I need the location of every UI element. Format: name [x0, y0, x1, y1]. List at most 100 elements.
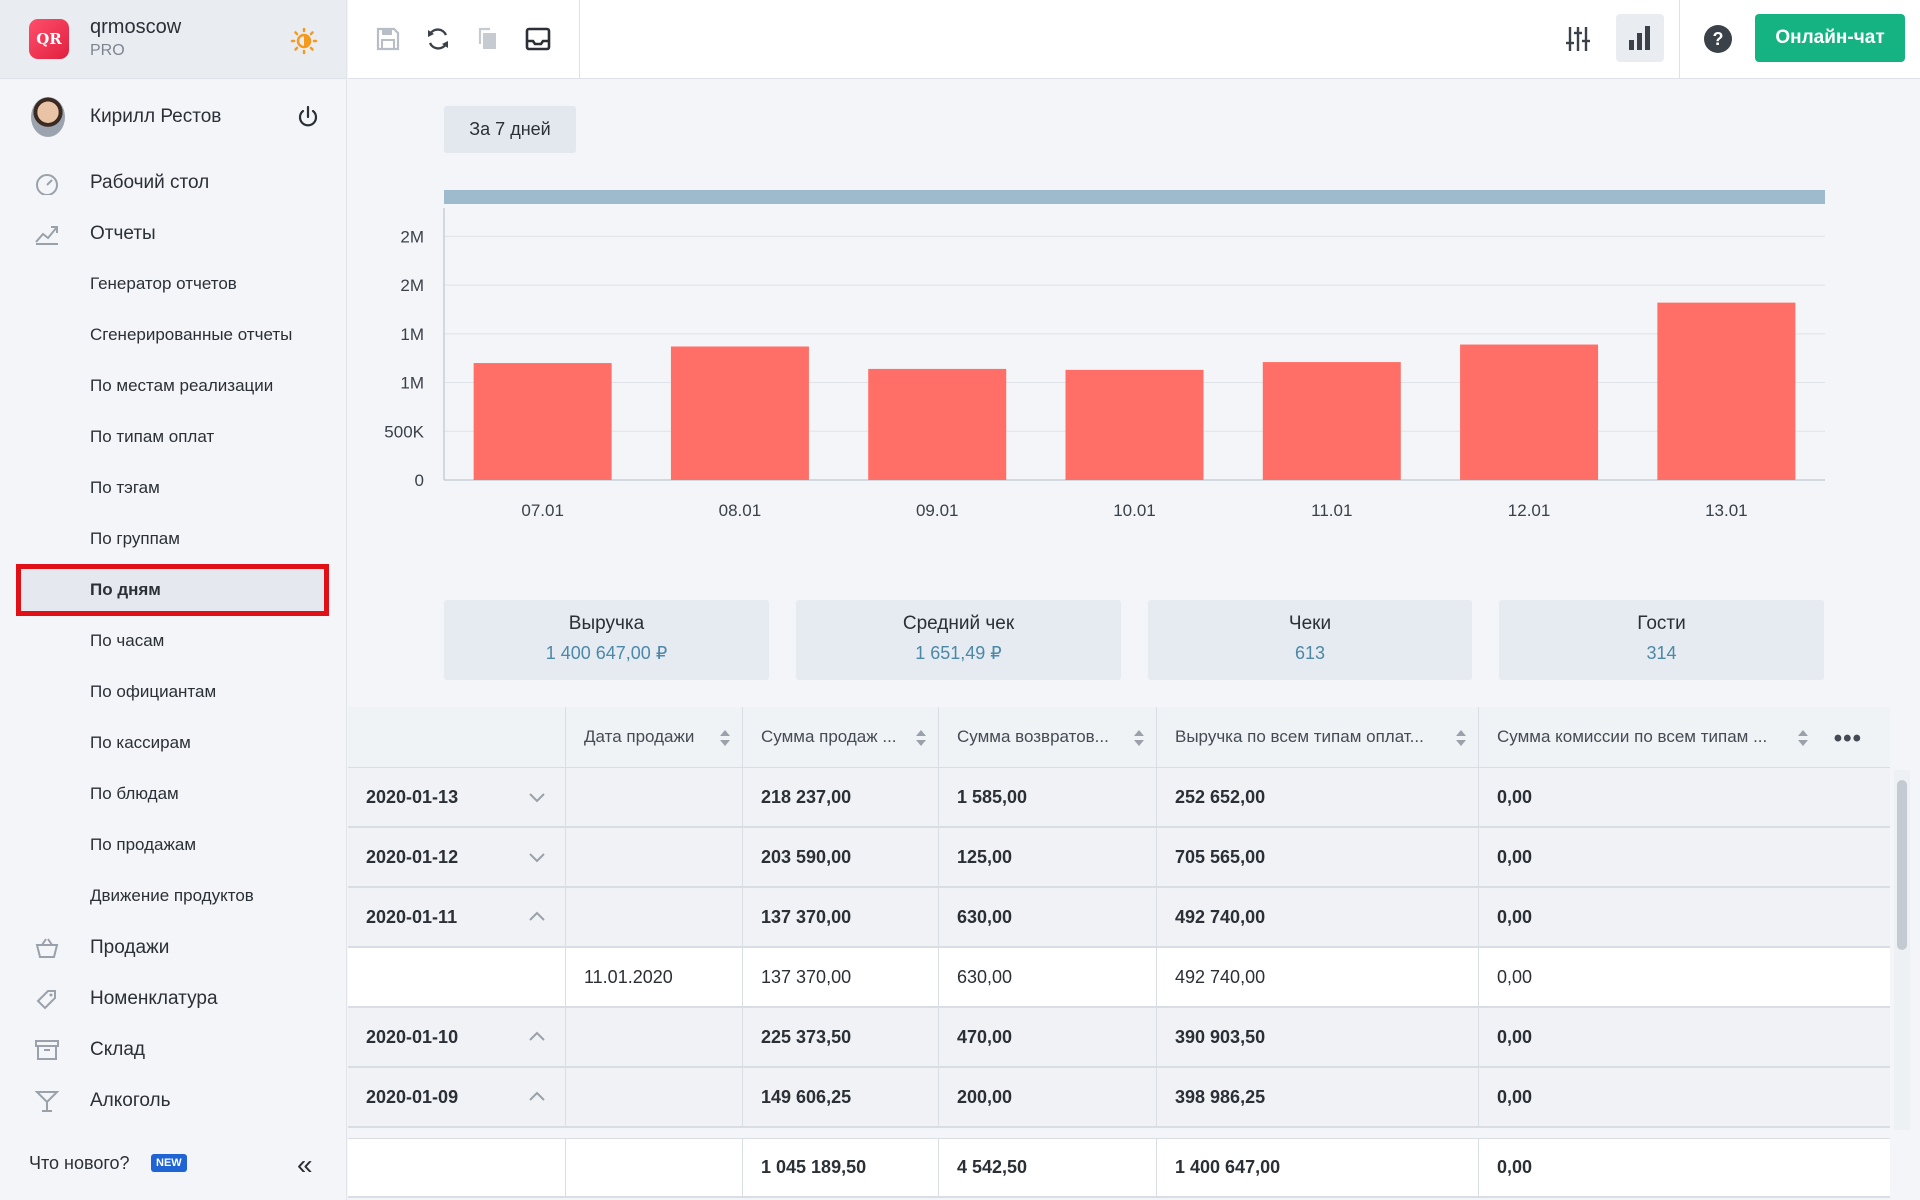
- nav-item-warehouse[interactable]: Склад: [0, 1030, 347, 1070]
- cell-text: 2020-01-10: [366, 1026, 459, 1047]
- help-button[interactable]: ?: [1702, 22, 1734, 56]
- chevron-up-icon[interactable]: [528, 1028, 546, 1046]
- bar-13.01[interactable]: [1657, 302, 1796, 480]
- settings-sliders-button[interactable]: [1562, 22, 1594, 56]
- header-label: Сумма продаж ...: [761, 727, 897, 746]
- table-row[interactable]: 2020-01-11 137 370,00 630,00 492 740,00 …: [348, 888, 1890, 948]
- column-header-revenue[interactable]: Выручка по всем типам оплат...: [1157, 707, 1479, 767]
- x-tick-label: 09.01: [916, 501, 959, 520]
- header-label: Сумма комиссии по всем типам ...: [1497, 727, 1768, 746]
- sort-icon[interactable]: [1798, 729, 1808, 747]
- save-icon: [376, 27, 400, 51]
- nav-sub-label: По дням: [90, 580, 161, 599]
- chevron-up-icon[interactable]: [528, 1088, 546, 1106]
- report-by-payment-types[interactable]: По типам оплат: [0, 417, 347, 457]
- bar-chart-icon: [1629, 26, 1650, 50]
- user-profile[interactable]: Кирилл Рестов: [0, 95, 347, 139]
- sort-icon[interactable]: [1456, 729, 1466, 747]
- report-by-groups[interactable]: По группам: [0, 519, 347, 559]
- nav-item-dashboard[interactable]: Рабочий стол: [0, 163, 347, 203]
- table-cell: 630,00: [939, 888, 1157, 946]
- reports-chart-icon: [35, 226, 58, 245]
- column-header-sales-sum[interactable]: Сумма продаж ...: [743, 707, 939, 767]
- inbox-icon: [525, 27, 551, 51]
- report-by-hours[interactable]: По часам: [0, 621, 347, 661]
- save-button[interactable]: [372, 22, 404, 56]
- bar-08.01[interactable]: [670, 346, 809, 480]
- refresh-icon: [428, 28, 448, 50]
- refresh-button[interactable]: [422, 22, 454, 56]
- nav-item-nomenclature[interactable]: Номенклатура: [0, 979, 347, 1019]
- nav-item-sales[interactable]: Продажи: [0, 928, 347, 968]
- column-header-sale-date[interactable]: Дата продажи: [566, 707, 743, 767]
- nav-sub-label: По местам реализации: [90, 376, 274, 395]
- chevron-down-icon[interactable]: [528, 848, 546, 866]
- table-row[interactable]: 11.01.2020 137 370,00 630,00 492 740,00 …: [348, 948, 1890, 1008]
- bar-11.01[interactable]: [1262, 362, 1401, 480]
- sort-icon[interactable]: [916, 729, 926, 747]
- bar-07.01[interactable]: [473, 363, 612, 480]
- report-by-tags[interactable]: По тэгам: [0, 468, 347, 508]
- bar-12.01[interactable]: [1460, 344, 1599, 480]
- chevron-down-icon[interactable]: [528, 788, 546, 806]
- nav-sub-label: По официантам: [90, 682, 217, 701]
- table-cell: 137 370,00: [743, 888, 939, 946]
- sidebar: QR qrmoscow PRO Кирилл Рестов Рабочий ст…: [0, 0, 347, 1200]
- table-row[interactable]: 2020-01-12 203 590,00 125,00 705 565,00 …: [348, 828, 1890, 888]
- table-cell: 200,00: [939, 1068, 1157, 1126]
- nav-sub-label: По часам: [90, 631, 165, 650]
- report-by-waiters[interactable]: По официантам: [0, 672, 347, 712]
- table-row[interactable]: 2020-01-09 149 606,25 200,00 398 986,25 …: [348, 1068, 1890, 1128]
- nav-sub-label: По группам: [90, 529, 180, 548]
- column-header-commission[interactable]: Сумма комиссии по всем типам ... •••: [1479, 707, 1890, 767]
- archive-box-icon: [35, 1040, 59, 1060]
- report-by-places[interactable]: По местам реализации: [0, 366, 347, 406]
- nav-item-label: Номенклатура: [90, 988, 218, 1009]
- y-tick-label: 2M: [400, 276, 424, 295]
- power-logout-icon[interactable]: [296, 105, 320, 129]
- toolbar-divider: [579, 0, 580, 79]
- table-cell: 0,00: [1497, 846, 1533, 867]
- sort-icon[interactable]: [720, 729, 730, 747]
- column-header-returns-sum[interactable]: Сумма возвратов...: [939, 707, 1157, 767]
- row-date-cell: 2020-01-09: [348, 1068, 566, 1126]
- nav-item-reports[interactable]: Отчеты: [0, 214, 347, 254]
- sort-icon[interactable]: [1134, 729, 1144, 747]
- kpi-title: Средний чек: [902, 613, 1015, 634]
- cell-text: 2020-01-12: [366, 846, 459, 867]
- online-chat-button[interactable]: Онлайн-чат: [1755, 14, 1905, 62]
- table-cell: 0,00: [1497, 966, 1533, 987]
- more-options-icon[interactable]: •••: [1833, 725, 1862, 752]
- table-cell: [566, 1068, 743, 1126]
- table-scrollbar[interactable]: [1897, 780, 1907, 950]
- chart-view-toggle[interactable]: [1616, 14, 1664, 62]
- report-product-movement[interactable]: Движение продуктов: [0, 876, 347, 916]
- nav-item-alcohol[interactable]: Алкоголь: [0, 1081, 347, 1121]
- inbox-button[interactable]: [522, 22, 554, 56]
- chevron-up-icon[interactable]: [528, 908, 546, 926]
- period-filter-button[interactable]: За 7 дней: [444, 106, 576, 153]
- report-by-days[interactable]: По дням: [16, 564, 329, 616]
- cocktail-glass-icon: [34, 1091, 60, 1112]
- report-by-cashiers[interactable]: По кассирам: [0, 723, 347, 763]
- avatar[interactable]: [31, 97, 65, 137]
- table-cell: [566, 768, 743, 826]
- chart-range-slider[interactable]: [444, 190, 1825, 204]
- table-row[interactable]: 2020-01-10 225 373,50 470,00 390 903,50 …: [348, 1008, 1890, 1068]
- basket-icon: [35, 938, 59, 958]
- report-by-sales[interactable]: По продажам: [0, 825, 347, 865]
- app-logo[interactable]: QR: [29, 19, 69, 59]
- report-by-dishes[interactable]: По блюдам: [0, 774, 347, 814]
- bar-09.01[interactable]: [868, 368, 1007, 480]
- x-tick-label: 12.01: [1508, 501, 1551, 520]
- theme-toggle-icon[interactable]: [290, 27, 318, 55]
- report-generator[interactable]: Генератор отчетов: [0, 264, 347, 304]
- collapse-sidebar-icon[interactable]: «: [297, 1149, 313, 1180]
- table-cell: [566, 888, 743, 946]
- report-generated[interactable]: Сгенерированные отчеты: [0, 315, 347, 355]
- bar-10.01[interactable]: [1065, 369, 1204, 480]
- whats-new-link[interactable]: Что нового?: [29, 1153, 130, 1173]
- copy-button[interactable]: [472, 22, 504, 56]
- table-cell: [348, 948, 566, 1006]
- table-row[interactable]: 2020-01-13 218 237,00 1 585,00 252 652,0…: [348, 768, 1890, 828]
